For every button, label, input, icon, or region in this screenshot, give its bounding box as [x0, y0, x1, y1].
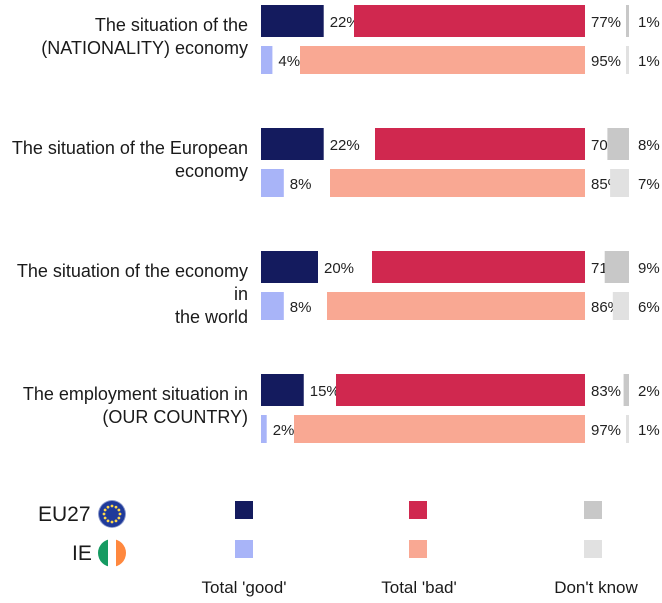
category-label-line: (OUR COUNTRY) — [102, 407, 248, 427]
data-label-good: 4% — [278, 53, 300, 70]
data-label-good: 22% — [330, 14, 360, 31]
legend-eu27-bad-swatch — [409, 501, 427, 519]
category-label-line: the world — [174, 307, 248, 327]
data-label-good: 15% — [310, 383, 340, 400]
legend-bad-label: Total 'bad' — [381, 578, 457, 597]
bar-plot: 22%77%1%4%95%1%22%70%8%8%85%7%20%71%9%8%… — [261, 5, 660, 443]
bar-good-eu27 — [261, 374, 304, 406]
category-label-line: The situation of the European — [11, 138, 248, 158]
data-label-dont-know: 8% — [638, 137, 660, 154]
bar-good-ie — [261, 415, 267, 443]
bar-bad-eu27 — [354, 5, 585, 37]
data-label-dont-know: 1% — [638, 422, 660, 439]
legend-dont-know-label: Don't know — [554, 578, 638, 597]
bar-good-eu27 — [261, 5, 324, 37]
legend-ie-bad-swatch — [409, 540, 427, 558]
bar-dont-know-eu27 — [607, 128, 629, 160]
category-label: The situation of the European economy — [8, 137, 248, 183]
category-label-line: The situation of the economy in — [16, 261, 248, 304]
data-label-dont-know: 6% — [638, 299, 660, 316]
bar-good-ie — [261, 169, 284, 197]
data-label-good: 22% — [330, 137, 360, 154]
bar-good-ie — [261, 46, 273, 74]
bar-dont-know-ie — [626, 46, 629, 74]
bar-bad-ie — [330, 169, 585, 197]
legend-good-label: Total 'good' — [201, 578, 287, 597]
legend-eu27-dk-swatch — [584, 501, 602, 519]
bar-dont-know-ie — [626, 415, 629, 443]
eu-flag-icon — [98, 500, 126, 528]
data-label-bad: 97% — [591, 422, 621, 439]
data-label-good: 8% — [290, 299, 312, 316]
bar-bad-ie — [327, 292, 585, 320]
data-label-dont-know: 7% — [638, 176, 660, 193]
category-label: The situation of the (NATIONALITY) econom… — [8, 14, 248, 60]
bar-bad-eu27 — [336, 374, 585, 406]
data-label-dont-know: 9% — [638, 260, 660, 277]
data-label-dont-know: 1% — [638, 14, 660, 31]
data-label-good: 2% — [273, 422, 295, 439]
bar-dont-know-ie — [612, 292, 629, 320]
legend-ie-label: IE — [72, 542, 92, 565]
bar-dont-know-eu27 — [623, 374, 629, 406]
data-label-dont-know: 1% — [638, 53, 660, 70]
ireland-flag-icon — [98, 539, 126, 567]
category-label-line: (NATIONALITY) economy — [41, 38, 248, 58]
data-label-dont-know: 2% — [638, 383, 660, 400]
bar-dont-know-eu27 — [626, 5, 629, 37]
legend-ie-good-swatch — [235, 540, 253, 558]
category-label-line: The employment situation in — [22, 384, 248, 404]
bar-good-ie — [261, 292, 284, 320]
legend-ie-dk-swatch — [584, 540, 602, 558]
category-label-line: The situation of the — [94, 15, 248, 35]
bar-dont-know-ie — [610, 169, 629, 197]
data-label-bad: 95% — [591, 53, 621, 70]
bar-bad-ie — [300, 46, 585, 74]
bar-good-eu27 — [261, 128, 324, 160]
bar-bad-ie — [294, 415, 585, 443]
bar-bad-eu27 — [372, 251, 585, 283]
category-label-line: economy — [174, 161, 248, 181]
bar-bad-eu27 — [375, 128, 585, 160]
bar-good-eu27 — [261, 251, 318, 283]
bar-dont-know-eu27 — [604, 251, 629, 283]
data-label-good: 20% — [324, 260, 354, 277]
data-label-bad: 77% — [591, 14, 621, 31]
legend-eu27-good-swatch — [235, 501, 253, 519]
category-label: The situation of the economy in the world — [8, 260, 248, 329]
category-label: The employment situation in (OUR COUNTRY) — [8, 383, 248, 429]
legend-eu27-label: EU27 — [38, 503, 91, 526]
data-label-good: 8% — [290, 176, 312, 193]
data-label-bad: 83% — [591, 383, 621, 400]
